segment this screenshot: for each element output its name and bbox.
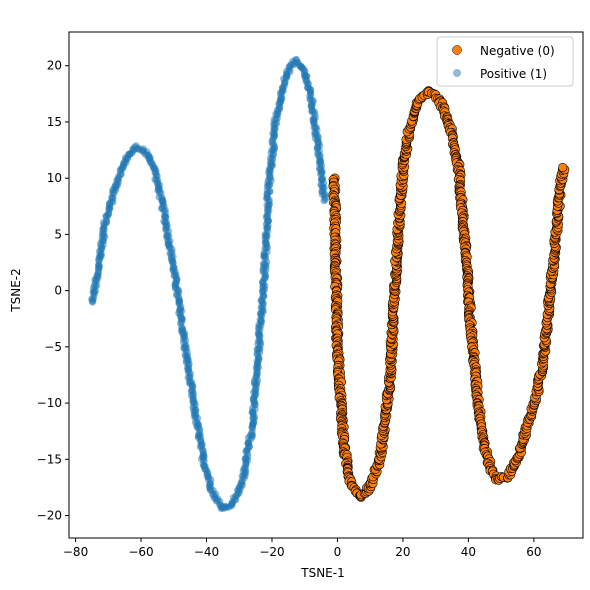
y-tick-label: 15 — [47, 115, 62, 129]
y-tick-label: −5 — [44, 340, 62, 354]
y-axis: −20 −15 −10 −5 0 5 10 15 20 — [37, 59, 69, 523]
x-tick-label: −60 — [128, 545, 153, 559]
y-tick-label: −15 — [37, 452, 62, 466]
legend-label-negative: Negative (0) — [480, 44, 555, 58]
y-tick-label: 10 — [47, 171, 62, 185]
positive-series-points — [88, 56, 329, 513]
plot-frame — [68, 31, 584, 539]
y-tick-label: 20 — [47, 59, 62, 73]
negative-series-points — [328, 86, 570, 502]
y-tick-label: −20 — [37, 509, 62, 523]
x-tick-label: 40 — [461, 545, 476, 559]
legend-marker-positive — [453, 69, 461, 77]
legend-label-positive: Positive (1) — [480, 67, 547, 81]
y-tick-label: −10 — [37, 396, 62, 410]
x-tick-label: 60 — [526, 545, 541, 559]
y-tick-label: 0 — [54, 284, 62, 298]
x-tick-label: −80 — [63, 545, 88, 559]
x-tick-label: 20 — [395, 545, 410, 559]
x-axis: −80 −60 −40 −20 0 20 40 60 — [63, 538, 542, 559]
x-axis-title: TSNE-1 — [300, 566, 344, 580]
legend-box — [436, 36, 574, 87]
negative-point — [558, 162, 568, 173]
x-tick-label: −20 — [259, 545, 284, 559]
y-tick-label: 5 — [54, 227, 62, 241]
legend-marker-negative — [452, 45, 462, 55]
x-tick-label: −40 — [194, 545, 219, 559]
x-tick-label: 0 — [334, 545, 342, 559]
y-axis-title: TSNE-2 — [9, 268, 23, 312]
legend: Negative (0) Positive (1) — [436, 36, 574, 87]
positive-point — [321, 195, 329, 204]
